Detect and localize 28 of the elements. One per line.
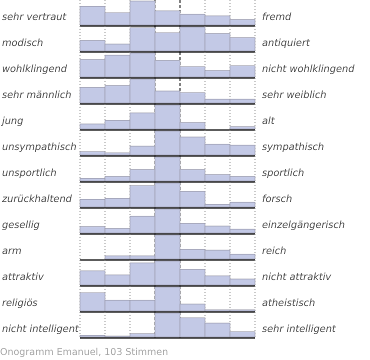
y2-axis-title: atheistisch [262,298,316,309]
y2-axis-title: sportlich [262,168,304,179]
y2-axis-title: sehr intelligent [262,324,337,335]
y-axis-title: nicht intelligent [2,324,80,335]
y2-axis-title: fremd [262,12,292,23]
text: Onogramm Emanuel, 103 Stimmen [0,347,168,358]
y-axis-title: gesellig [2,220,40,231]
y-axis-title: wohlklingend [2,64,68,75]
y-axis-title: sehr männlich [2,90,72,101]
y2-axis-title: sympathisch [262,142,324,153]
y2-axis-title: einzelgängerisch [262,220,345,231]
y2-axis-title: forsch [262,194,292,205]
y-axis-title: arm [2,246,22,257]
y-axis-title: modisch [2,38,44,49]
y2-axis-title: nicht attraktiv [262,272,332,283]
y-axis-title: sehr vertraut [2,12,68,23]
bar [230,126,256,130]
y-axis-title: attraktiv [2,272,44,283]
y-axis-title: unsportlich [2,168,57,179]
y2-axis-title: nicht wohlklingend [262,64,356,75]
y2-axis-title: antiquiert [262,38,311,49]
y-axis-title: religiös [2,298,38,309]
y2-axis-title: sehr weiblich [262,90,327,101]
y2-axis-title: reich [262,246,286,257]
y-axis-title: zurückhaltend [1,194,73,205]
y-axis-title: unsympathisch [2,142,77,153]
y2-axis-title: alt [262,116,276,127]
y-axis-title: jung [0,116,24,127]
